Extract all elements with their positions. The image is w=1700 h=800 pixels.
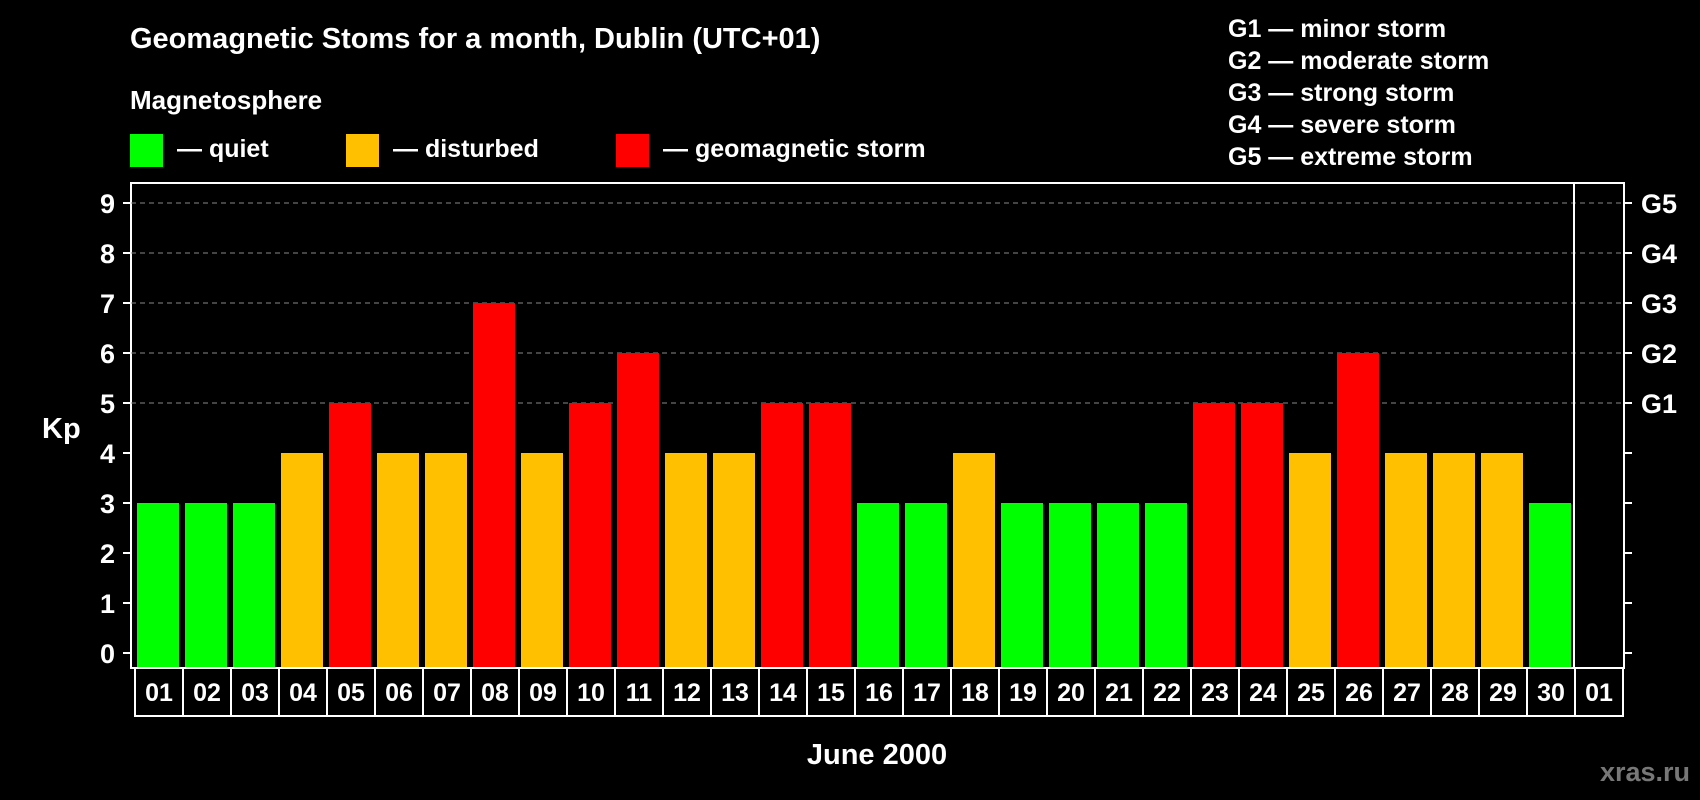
x-tick-label: 01 bbox=[145, 679, 173, 707]
storm-scale-item: G5 — extreme storm bbox=[1228, 143, 1473, 171]
x-tick-label: 24 bbox=[1249, 679, 1277, 707]
y-tick-label: 2 bbox=[100, 539, 115, 569]
bar bbox=[137, 503, 179, 668]
x-tick-label: 04 bbox=[289, 679, 317, 707]
bar bbox=[1529, 503, 1571, 668]
legend-label: — quiet bbox=[177, 135, 269, 163]
x-axis-label: June 2000 bbox=[807, 739, 947, 771]
chart-title: Geomagnetic Stoms for a month, Dublin (U… bbox=[130, 23, 820, 55]
x-tick-label: 06 bbox=[385, 679, 413, 707]
x-tick-label: 05 bbox=[337, 679, 365, 707]
bar bbox=[617, 353, 659, 668]
x-tick-label: 17 bbox=[913, 679, 941, 707]
x-tick-label: 26 bbox=[1345, 679, 1373, 707]
x-tick-label: 16 bbox=[865, 679, 893, 707]
bar bbox=[905, 503, 947, 668]
bar bbox=[761, 403, 803, 668]
storm-scale-item: G1 — minor storm bbox=[1228, 15, 1446, 43]
legend-swatch bbox=[346, 134, 379, 167]
y-tick-label: 3 bbox=[100, 489, 115, 519]
legend-swatch bbox=[616, 134, 649, 167]
x-tick-label: 19 bbox=[1009, 679, 1037, 707]
bar bbox=[521, 453, 563, 668]
x-tick-label: 27 bbox=[1393, 679, 1421, 707]
x-tick-label: 21 bbox=[1105, 679, 1133, 707]
bar bbox=[1385, 453, 1427, 668]
bar bbox=[377, 453, 419, 668]
storm-level-label: G5 bbox=[1641, 189, 1677, 219]
x-tick-label: 12 bbox=[673, 679, 701, 707]
y-tick-label: 1 bbox=[100, 589, 115, 619]
storm-level-label: G4 bbox=[1641, 239, 1677, 269]
storm-scale-legend: G1 — minor storm G2 — moderate storm G3 — … bbox=[1228, 15, 1489, 171]
bar bbox=[953, 453, 995, 668]
x-tick-label: 18 bbox=[961, 679, 989, 707]
storm-scale-item: G3 — strong storm bbox=[1228, 79, 1454, 107]
bar bbox=[857, 503, 899, 668]
bar bbox=[665, 453, 707, 668]
x-tick-label: 08 bbox=[481, 679, 509, 707]
x-tick-label: 30 bbox=[1537, 679, 1565, 707]
x-tick-label: 22 bbox=[1153, 679, 1181, 707]
x-tick-label: 13 bbox=[721, 679, 749, 707]
bar bbox=[1241, 403, 1283, 668]
bar bbox=[1481, 453, 1523, 668]
x-tick-label: 14 bbox=[769, 679, 797, 707]
legend-title: Magnetosphere bbox=[130, 85, 322, 115]
y-tick-label: 6 bbox=[100, 339, 115, 369]
bar bbox=[809, 403, 851, 668]
y-tick-label: 9 bbox=[100, 189, 115, 219]
storm-level-label: G3 bbox=[1641, 289, 1677, 319]
bar bbox=[233, 503, 275, 668]
y-tick-label: 4 bbox=[100, 439, 115, 469]
day-label-row bbox=[134, 667, 1624, 717]
x-tick-label: 10 bbox=[577, 679, 605, 707]
x-tick-label: 25 bbox=[1297, 679, 1325, 707]
storm-level-label: G2 bbox=[1641, 339, 1677, 369]
legend: — quiet — disturbed — geomagnetic storm bbox=[130, 134, 926, 167]
x-tick-label: 09 bbox=[529, 679, 557, 707]
watermark: xras.ru bbox=[1600, 757, 1690, 787]
bar bbox=[281, 453, 323, 668]
x-tick-label: 28 bbox=[1441, 679, 1469, 707]
bar bbox=[569, 403, 611, 668]
bar bbox=[1001, 503, 1043, 668]
x-tick-label: 03 bbox=[241, 679, 269, 707]
bar bbox=[1145, 503, 1187, 668]
x-tick-label: 29 bbox=[1489, 679, 1517, 707]
y-axis-label: Kp bbox=[42, 413, 81, 445]
x-tick-label: 01 bbox=[1585, 679, 1613, 707]
storm-scale-item: G4 — severe storm bbox=[1228, 111, 1456, 139]
bar bbox=[1193, 403, 1235, 668]
legend-label: — disturbed bbox=[393, 135, 539, 163]
storm-level-label: G1 bbox=[1641, 389, 1677, 419]
legend-label: — geomagnetic storm bbox=[663, 135, 926, 163]
x-tick-label: 11 bbox=[626, 679, 653, 707]
y-tick-label: 0 bbox=[100, 639, 115, 669]
bar bbox=[473, 303, 515, 668]
x-tick-label: 15 bbox=[817, 679, 845, 707]
x-tick-label: 07 bbox=[433, 679, 461, 707]
y-tick-label: 5 bbox=[100, 389, 115, 419]
bar bbox=[713, 453, 755, 668]
bar bbox=[185, 503, 227, 668]
bar bbox=[1049, 503, 1091, 668]
bar bbox=[329, 403, 371, 668]
bar bbox=[1289, 453, 1331, 668]
y-tick-label: 8 bbox=[100, 239, 115, 269]
x-tick-label: 20 bbox=[1057, 679, 1085, 707]
storm-scale-item: G2 — moderate storm bbox=[1228, 47, 1489, 75]
y-tick-label: 7 bbox=[100, 289, 115, 319]
x-tick-label: 02 bbox=[193, 679, 221, 707]
bar bbox=[1433, 453, 1475, 668]
bar bbox=[425, 453, 467, 668]
bar bbox=[1097, 503, 1139, 668]
legend-swatch bbox=[130, 134, 163, 167]
bar bbox=[1337, 353, 1379, 668]
x-tick-label: 23 bbox=[1201, 679, 1229, 707]
